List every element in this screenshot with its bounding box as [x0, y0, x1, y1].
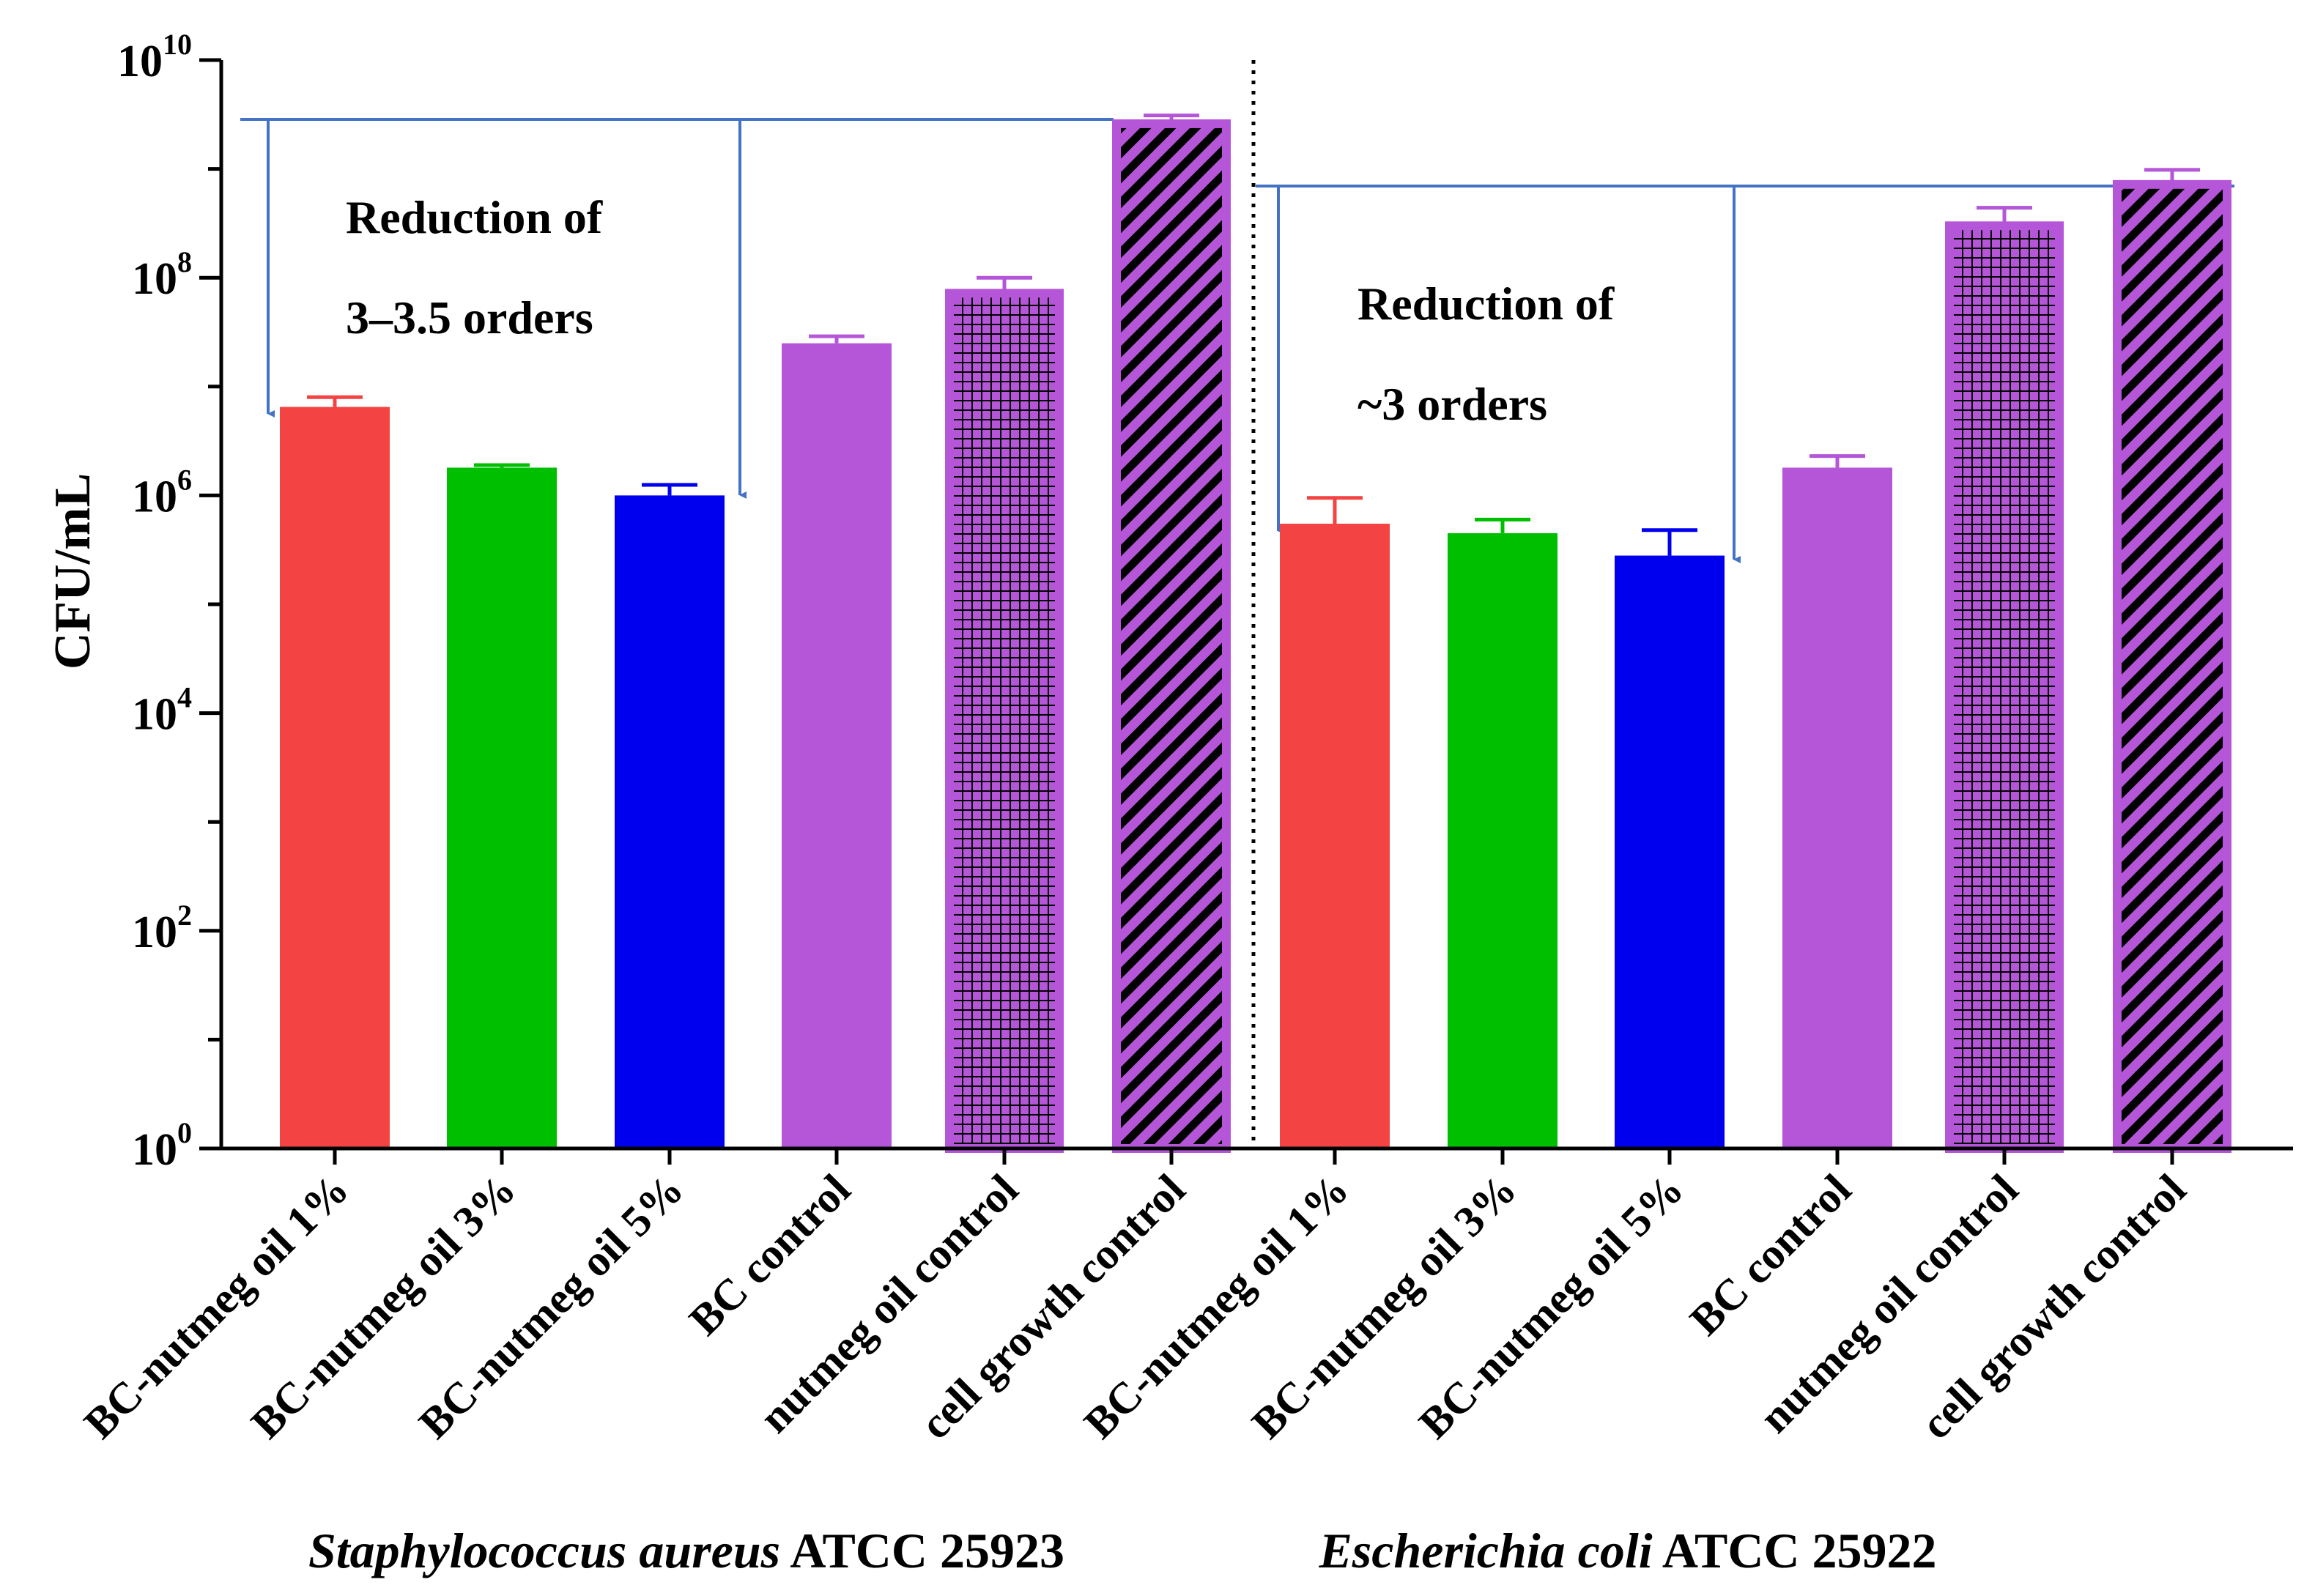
axes: 100 102 104 106 108 1010 — [117, 28, 2293, 1175]
y-tick-label: 100 — [132, 1116, 192, 1175]
bar — [615, 495, 725, 1148]
y-tick-label: 102 — [132, 899, 192, 957]
group-labels: Staphylococcus aureus ATCC 25923 Escheric… — [308, 1523, 1937, 1578]
group-label: Staphylococcus aureus ATCC 25923 — [308, 1523, 1064, 1578]
y-tick-label: 1010 — [117, 28, 192, 86]
bar — [1782, 467, 1892, 1148]
bar — [1448, 532, 1557, 1148]
bar — [1280, 523, 1390, 1148]
bar — [1945, 221, 2064, 1153]
y-tick-label: 106 — [132, 463, 192, 522]
y-tick-label: 104 — [132, 681, 192, 740]
x-tick-label: BC control — [680, 1165, 859, 1345]
x-category-labels: BC-nutmeg oil 1%BC-nutmeg oil 3%BC-nutme… — [75, 1148, 2195, 1448]
group-label: Escherichia coli ATCC 25922 — [1318, 1523, 1936, 1578]
bar — [1615, 555, 1725, 1148]
annotation-text: Reduction of — [346, 191, 603, 243]
bar — [1112, 119, 1231, 1154]
annotations: Reduction of 3–3.5 orders Reduction of ~3 o… — [240, 118, 2234, 563]
bar — [945, 289, 1064, 1153]
y-tick-label: 108 — [132, 245, 192, 304]
x-tick-label: BC control — [1681, 1165, 1860, 1345]
bar — [2113, 179, 2231, 1153]
bar — [447, 467, 557, 1148]
bars — [280, 114, 2231, 1154]
bar — [782, 343, 892, 1148]
annotation-text: 3–3.5 orders — [346, 292, 593, 344]
annotation-text: ~3 orders — [1357, 378, 1547, 430]
bar — [280, 407, 390, 1148]
annotation-text: Reduction of — [1357, 278, 1615, 330]
y-axis-label: CFU/mL — [45, 473, 101, 669]
